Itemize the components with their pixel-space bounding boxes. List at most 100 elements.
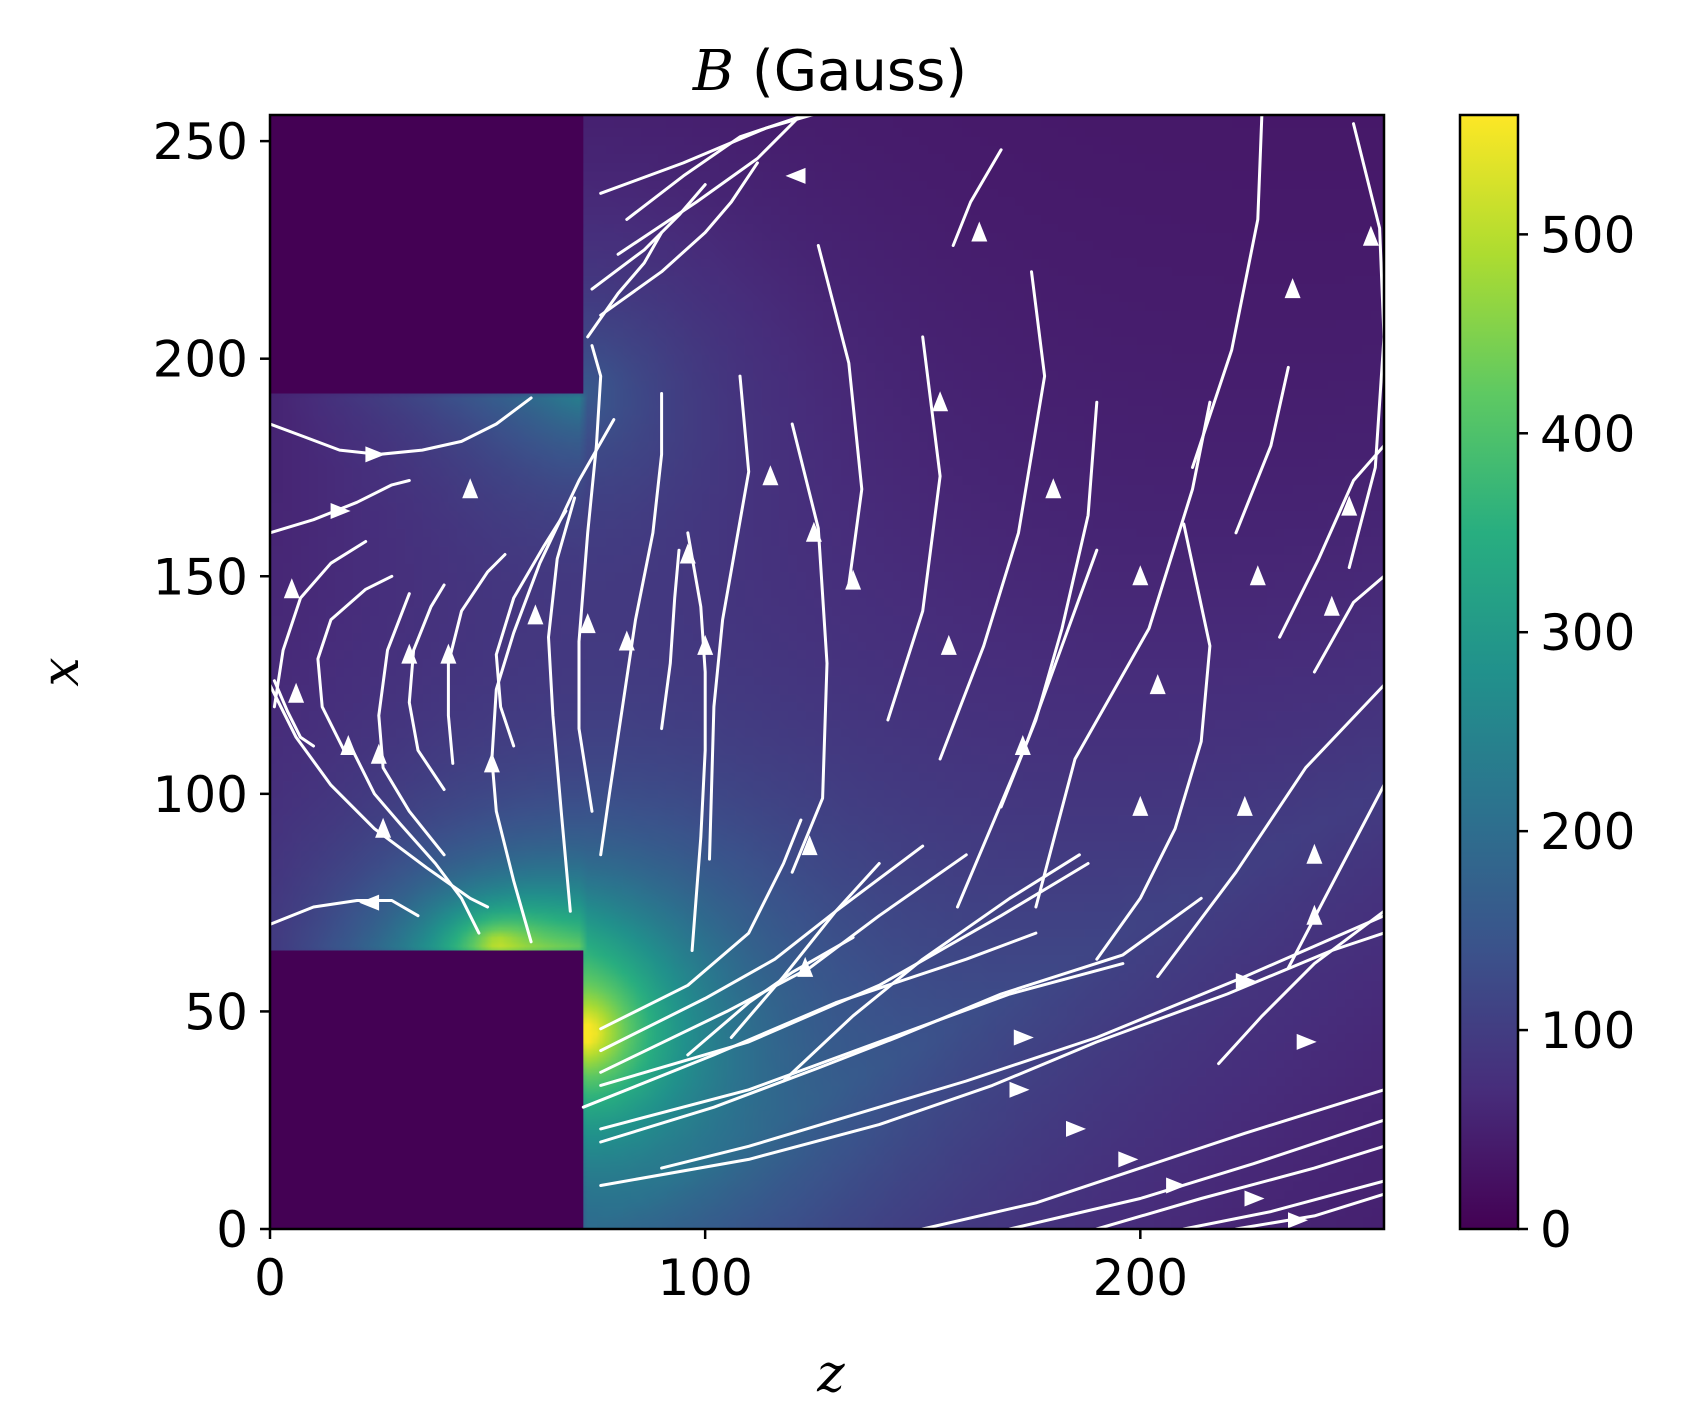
streamline-arrow	[1132, 795, 1149, 816]
streamline-arrow	[1284, 278, 1301, 299]
streamline	[316, 574, 394, 752]
streamline-arrow	[483, 752, 500, 773]
colorbar-ticks: 0 100 200 300 400 500	[1518, 206, 1635, 1259]
streamline	[660, 548, 681, 731]
streamline-arrow	[1066, 1120, 1086, 1137]
streamline	[816, 244, 864, 587]
colorbar: 0 100 200 300 400 500	[1458, 113, 1635, 1259]
streamline-arrow	[527, 604, 544, 625]
streamline	[599, 896, 1203, 1144]
x-axis-label: z	[816, 1344, 845, 1404]
chart-title-unit: (Gauss)	[734, 39, 967, 104]
streamline	[1278, 444, 1384, 639]
streamline-arrow-layer	[283, 167, 1379, 1229]
streamline-arrow	[845, 569, 862, 590]
streamline	[446, 553, 507, 765]
streamline-arrow	[1288, 1212, 1308, 1229]
colorbar-tick-label: 500	[1540, 206, 1635, 264]
streamline	[270, 683, 490, 909]
streamline-arrow	[618, 630, 635, 651]
streamline-arrow	[1013, 1029, 1034, 1046]
streamline-arrow	[440, 643, 457, 664]
streamline	[921, 1088, 1384, 1229]
streamline	[494, 509, 568, 748]
streamline	[599, 392, 664, 857]
streamline-arrow	[283, 578, 300, 599]
plot-frame	[268, 113, 1386, 1231]
chart-title: B (Gauss)	[692, 39, 967, 104]
colorbar-tick-label: 0	[1540, 1201, 1572, 1259]
colorbar-tick-label: 400	[1540, 405, 1635, 463]
y-tick-label: 0	[216, 1201, 248, 1259]
streamline	[599, 962, 1125, 1131]
streamline	[599, 115, 818, 195]
streamline	[708, 374, 751, 861]
y-tick-label: 50	[184, 983, 248, 1041]
y-tick-label: 150	[153, 548, 248, 606]
chart-title-variable: B	[692, 39, 734, 104]
streamline	[599, 161, 759, 317]
y-axis-ticks: 0 50 100 150 200 250	[153, 113, 270, 1259]
streamline	[1182, 1179, 1384, 1229]
streamline-arrow	[971, 221, 988, 242]
streamline	[407, 583, 446, 791]
streamline-arrow	[1132, 565, 1149, 586]
streamline-arrow	[940, 634, 957, 655]
streamline	[886, 335, 942, 722]
colorbar-tick-label: 100	[1540, 1002, 1635, 1060]
streamline-arrow	[375, 817, 392, 838]
streamline-arrow	[370, 743, 387, 764]
streamline	[616, 115, 803, 256]
streamline	[951, 148, 1003, 247]
streamline-arrow	[805, 521, 822, 542]
x-tick-label: 100	[657, 1249, 752, 1307]
streamline-arrow	[801, 835, 818, 856]
streamline	[346, 740, 481, 935]
streamline-arrow	[785, 167, 806, 184]
streamline	[1034, 400, 1212, 909]
streamline-arrow	[1149, 674, 1166, 695]
streamline-arrow	[797, 956, 814, 977]
streamline	[790, 422, 829, 874]
streamline-arrow	[365, 446, 386, 463]
y-tick-label: 250	[153, 113, 248, 171]
streamline-arrow	[1306, 843, 1323, 864]
streamline	[1217, 909, 1384, 1066]
streamline-arrow	[288, 682, 305, 703]
streamline	[599, 818, 803, 1031]
streamline	[547, 496, 577, 913]
streamline	[272, 540, 368, 709]
streamline	[1347, 122, 1384, 570]
plot-area	[270, 115, 1384, 1229]
streamline	[599, 844, 925, 1053]
streamline	[599, 862, 1090, 1087]
streamline	[660, 914, 1384, 1170]
streamline	[270, 899, 420, 926]
streamline	[599, 931, 1384, 1187]
streamline	[1008, 1118, 1384, 1229]
streamline-arrow	[1362, 225, 1379, 246]
streamline	[490, 418, 616, 944]
streamline	[377, 592, 446, 857]
magnet-block-2	[270, 950, 584, 1229]
streamline-arrow	[1306, 904, 1323, 925]
streamline-arrow	[1045, 478, 1062, 499]
streamline-arrow	[1014, 735, 1031, 755]
streamline	[1312, 574, 1384, 674]
y-axis-label: x	[31, 657, 91, 686]
streamline-arrow	[1009, 1081, 1030, 1098]
streamline-arrow	[1323, 595, 1340, 616]
streamline-arrow	[1341, 495, 1358, 516]
x-tick-label: 0	[254, 1249, 286, 1307]
streamline	[270, 396, 533, 456]
streamline	[729, 862, 881, 1039]
streamline-arrow	[359, 894, 380, 911]
streamline-arrow	[932, 391, 949, 412]
streamline-arrow	[330, 503, 351, 519]
streamline-arrow	[1236, 795, 1253, 816]
streamline	[1156, 683, 1384, 979]
x-axis-ticks: 0 100 200	[254, 1229, 1188, 1307]
streamline-arrow	[1249, 565, 1266, 586]
streamline-arrow	[679, 543, 696, 564]
